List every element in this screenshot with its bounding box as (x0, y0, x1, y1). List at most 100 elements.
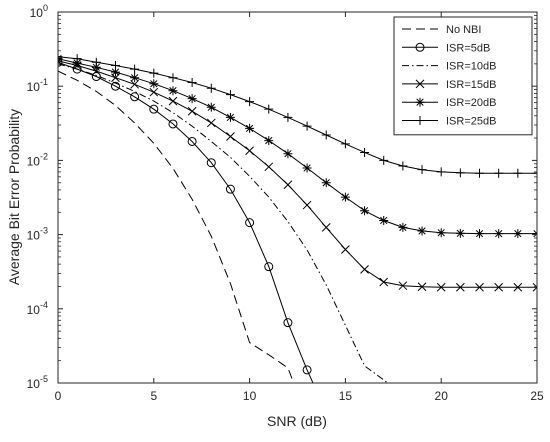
series-2-point (110, 81, 120, 91)
series-5-point (225, 112, 235, 122)
series-6-point (225, 90, 235, 100)
series-4-point (206, 118, 216, 128)
series-4-point (532, 282, 537, 292)
y-tick-label: 100 (30, 3, 48, 20)
series-5-point (417, 226, 427, 236)
series-4-point (264, 162, 274, 172)
legend-marker (415, 116, 425, 125)
series-4-point (130, 79, 139, 89)
series-6-point (398, 161, 408, 171)
series-6 (58, 52, 537, 178)
series-4-point (456, 282, 465, 292)
series-6-point (360, 147, 370, 157)
series-6-point (532, 168, 537, 178)
series-2-point (206, 158, 216, 168)
series-4-point (283, 180, 293, 190)
y-tick-label: 10-1 (27, 77, 48, 94)
y-tick-exponent: -2 (40, 151, 48, 161)
series-6-point (72, 54, 82, 64)
series-5-point (149, 79, 159, 89)
series-4-point (379, 277, 389, 287)
series-3-line (58, 63, 388, 383)
series-2-point (302, 365, 312, 375)
legend-item: ISR=5dB (402, 42, 490, 54)
series-4-point (475, 282, 484, 292)
series-2-point (245, 218, 255, 228)
series-layer (58, 52, 537, 383)
series-5-point (455, 228, 465, 238)
series-2-point (225, 184, 235, 194)
series-4-point (168, 96, 178, 106)
series-5-point (91, 62, 101, 72)
series-6-point (187, 78, 197, 88)
series-4-point (341, 245, 350, 254)
series-5-point (340, 192, 350, 202)
legend-label: ISR=5dB (446, 42, 490, 54)
series-6-point (206, 83, 216, 93)
series-6-point (302, 121, 312, 131)
series-5-point (513, 229, 523, 239)
series-5-point (302, 163, 312, 173)
x-tick-label: 0 (55, 389, 62, 403)
y-tick-exponent: -5 (40, 374, 48, 384)
x-tick-label: 5 (150, 389, 157, 403)
x-tick-label: 20 (435, 389, 449, 403)
series-5-point (398, 222, 408, 232)
series-6-point (91, 57, 101, 67)
series-5-point (379, 215, 389, 225)
series-5-point (436, 228, 446, 238)
series-6-point (321, 130, 331, 140)
series-6-point (110, 61, 120, 71)
series-4-point (513, 282, 523, 292)
series-4-point (58, 56, 63, 66)
series-6-point (494, 168, 504, 178)
y-tick-exponent: -4 (40, 300, 48, 310)
y-tick-exponent: -1 (40, 77, 48, 87)
series-6-point (455, 168, 465, 178)
series-2-point (187, 136, 197, 146)
legend-item: ISR=20dB (402, 97, 496, 109)
y-tick-label: 10-2 (27, 151, 48, 168)
series-6-point (283, 112, 293, 122)
legend-label: ISR=20dB (446, 97, 496, 109)
series-5-point (245, 123, 255, 133)
series-5-point (321, 178, 331, 188)
series-4-point (245, 146, 254, 156)
series-5-point (494, 229, 504, 239)
series-6-point (58, 52, 63, 62)
x-axis-label: SNR (dB) (267, 413, 327, 429)
series-2-point (264, 262, 274, 272)
series-5-point (264, 136, 274, 146)
series-6-point (436, 167, 446, 177)
series-4-point (360, 265, 369, 274)
series-4-point (302, 200, 312, 210)
series-4-line (58, 60, 537, 288)
series-1-line (58, 70, 295, 383)
series-4-point (436, 282, 446, 292)
legend-marker (415, 42, 425, 52)
series-5-point (475, 229, 485, 239)
series-6-point (168, 73, 178, 83)
series-4-point (417, 282, 427, 292)
series-4-point (321, 223, 331, 232)
series-5-point (130, 73, 140, 83)
x-tick-label: 25 (530, 389, 544, 403)
y-tick-label: 10-4 (27, 300, 48, 317)
series-6-point (379, 155, 389, 165)
series-2-point (130, 92, 140, 102)
series-6-point (475, 168, 485, 178)
series-5-point (360, 206, 370, 216)
x-tick-label: 10 (243, 389, 257, 403)
series-2-point (283, 318, 293, 328)
legend-item: ISR=15dB (402, 79, 496, 91)
y-axis-label: Average Bit Error Probability (6, 109, 22, 285)
legend-item: ISR=25dB (402, 116, 496, 128)
series-2-line (58, 61, 314, 383)
legend: No NBI ISR=5dB ISR=10dB ISR=15dB ISR=20dB ISR… (393, 16, 533, 136)
series-6-point (130, 64, 140, 74)
series-3 (58, 63, 388, 383)
series-5-point (110, 67, 120, 77)
series-4-point (149, 87, 159, 97)
series-6-point (417, 165, 427, 175)
